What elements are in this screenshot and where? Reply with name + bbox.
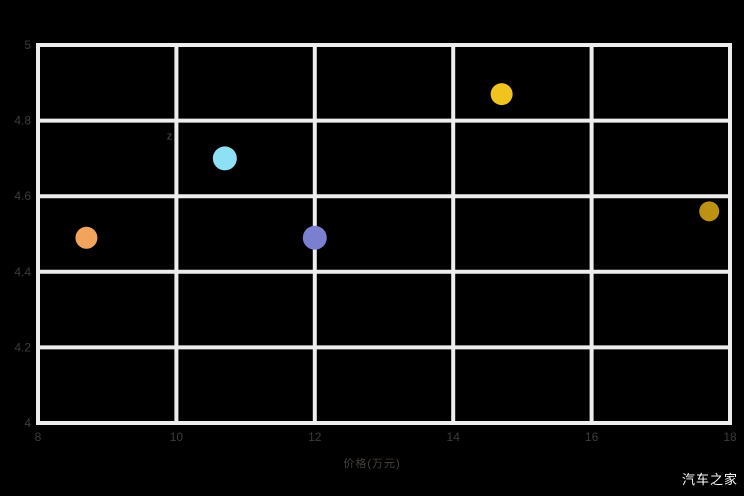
point-annotation: z <box>167 131 173 143</box>
y-tick-label: 4.4 <box>14 265 31 279</box>
point-cyan <box>212 146 237 171</box>
x-tick-label: 16 <box>585 430 599 444</box>
x-tick-label: 8 <box>35 430 42 444</box>
y-tick-label: 4 <box>24 416 31 430</box>
point-orange <box>75 226 98 249</box>
x-tick-label: 10 <box>170 430 184 444</box>
y-tick-label: 5 <box>24 38 31 52</box>
x-axis-label: 价格(万元) <box>343 458 401 470</box>
x-tick-label: 18 <box>723 430 737 444</box>
x-tick-label: 12 <box>308 430 322 444</box>
point-yellow <box>490 83 513 106</box>
watermark-autohome: 汽车之家 <box>681 472 738 487</box>
point-darkgold <box>699 201 720 222</box>
y-tick-label: 4.2 <box>14 340 31 354</box>
point-purple <box>302 225 327 250</box>
x-tick-label: 14 <box>447 430 461 444</box>
y-tick-label: 4.6 <box>14 189 31 203</box>
y-tick-label: 4.8 <box>14 114 31 128</box>
